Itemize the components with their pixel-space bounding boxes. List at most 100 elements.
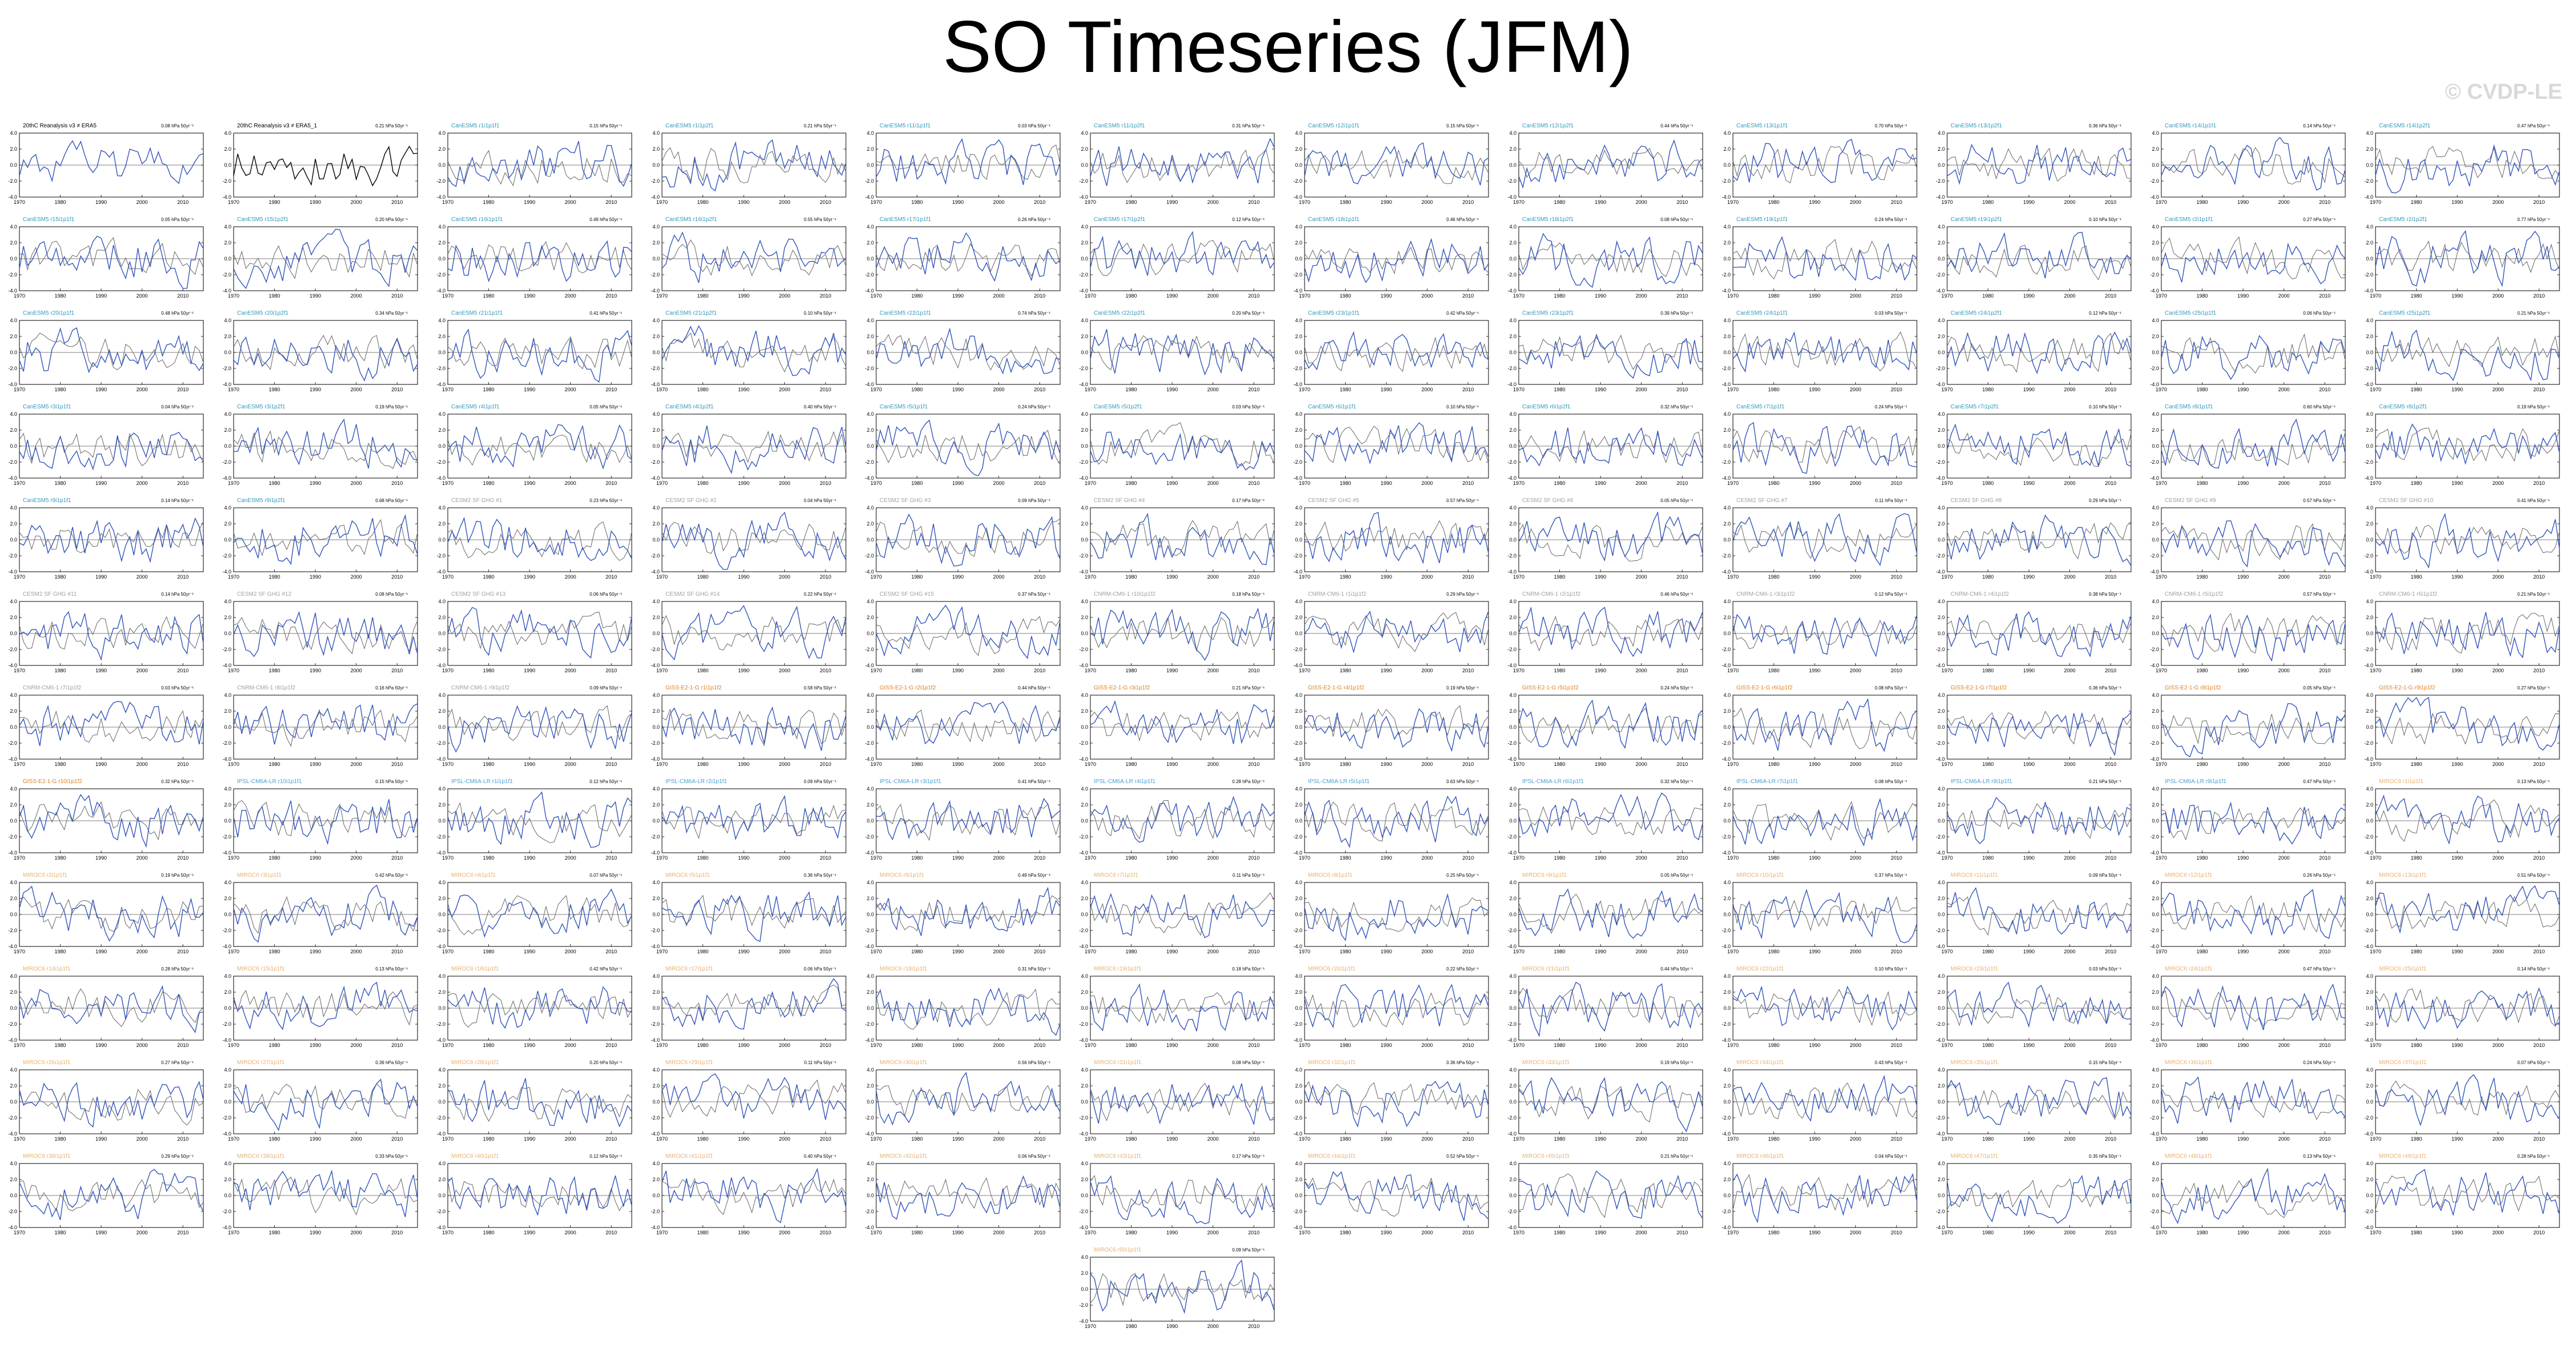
reference-series-line	[1947, 244, 2132, 280]
simulation-series-line	[1090, 1083, 1275, 1125]
simulation-series-line	[1090, 893, 1275, 938]
timeseries-panel: CanESM5 r14i1p1f1 0.14 hPa 50yr⁻¹ 4.0 2.0 0.…	[2142, 123, 2356, 211]
panel-trend-label: 0.49 hPa 50yr⁻¹	[1018, 873, 1050, 878]
simulation-series-line	[876, 604, 1061, 659]
x-tick-label: 1970	[2370, 668, 2381, 673]
timeseries-panel: CESM2 SF GHG #9 0.57 hPa 50yr⁻¹ 4.0 2.0 0.0-…	[2142, 498, 2356, 586]
x-tick-label: 1990	[1809, 387, 1820, 392]
panel-title: CanESM5 r22i1p1f1	[880, 310, 932, 316]
x-tick-label: 1990	[738, 199, 749, 205]
x-tick-label: 2000	[137, 1136, 148, 1142]
y-tick-label: 0.0	[2366, 443, 2373, 449]
y-tick-label: -2.0	[1079, 740, 1088, 746]
y-tick-label: -2.0	[222, 272, 231, 278]
y-tick-label: 0.0	[652, 256, 660, 262]
panel-trend-label: 0.21 hPa 50yr⁻¹	[1232, 685, 1265, 691]
x-tick-label: 2010	[605, 387, 617, 392]
timeseries-panel: CNRM-CM6-1 r1i1p1f2 0.29 hPa 50yr⁻¹ 4.0 2.0…	[1285, 591, 1499, 680]
y-tick-label: 0.0	[1295, 1005, 1302, 1011]
y-tick-label: 4.0	[224, 880, 231, 885]
x-tick-label: 2000	[565, 761, 576, 767]
simulation-series-line	[1947, 143, 2132, 185]
timeseries-panel: MIROC6 r39i1p1f1 0.33 hPa 50yr⁻¹ 4.0 2.0 0.0…	[214, 1153, 428, 1242]
y-tick-label: 2.0	[1295, 334, 1302, 339]
simulation-series-line	[1947, 886, 2132, 935]
simulation-series-line	[1947, 1175, 2132, 1224]
timeseries-panel: MIROC6 r11i1p1f1 0.09 hPa 50yr⁻¹ 4.0 2.0 0.0…	[1928, 872, 2142, 961]
reference-series-line	[661, 615, 846, 651]
y-tick-label: 2.0	[1937, 989, 1945, 995]
x-tick-label: 1990	[738, 480, 749, 486]
timeseries-panel: MIROC6 r9i1p1f1 0.05 hPa 50yr⁻¹ 4.0 2.0 0.0-…	[1499, 872, 1714, 961]
x-tick-label: 1990	[1595, 761, 1606, 767]
timeseries-panel: CanESM5 r2i1p2f1 0.77 hPa 50yr⁻¹ 4.0 2.0 0.0…	[2356, 216, 2570, 305]
y-tick-label: 4.0	[1509, 599, 1516, 604]
x-tick-label: 2000	[779, 387, 791, 392]
timeseries-panel: CanESM5 r19i1p1f1 0.24 hPa 50yr⁻¹ 4.0 2.0 0.…	[1714, 216, 1928, 305]
x-tick-label: 1990	[2237, 949, 2249, 954]
y-tick-label: 4.0	[652, 880, 660, 885]
x-tick-label: 1990	[95, 574, 107, 580]
y-tick-label: -4.0	[222, 1225, 231, 1230]
x-tick-label: 2000	[1850, 1230, 1861, 1235]
x-tick-label: 2010	[2319, 574, 2330, 580]
x-tick-label: 1980	[2197, 1230, 2208, 1235]
y-tick-label: -4.0	[222, 1131, 231, 1137]
y-tick-label: -4.0	[1079, 194, 1088, 200]
panel-title: MIROC6 r43i1p1f1	[1094, 1153, 1142, 1160]
x-tick-label: 2010	[2319, 855, 2330, 861]
timeseries-panel: GISS-E2-1-G r9i1p1f2 0.27 hPa 50yr⁻¹ 4.0 2.…	[2356, 685, 2570, 773]
y-tick-label: -4.0	[1936, 475, 1945, 481]
x-tick-label: 1980	[2197, 855, 2208, 861]
reference-series-line	[1518, 1173, 1703, 1218]
y-tick-label: -4.0	[222, 850, 231, 856]
x-tick-label: 1980	[2411, 1136, 2422, 1142]
y-tick-label: -2.0	[865, 834, 874, 840]
x-tick-label: 2010	[2533, 480, 2545, 486]
y-tick-label: -4.0	[1079, 850, 1088, 856]
simulation-series-line	[447, 888, 632, 938]
timeseries-panel: IPSL-CM6A-LR r4i1p1f1 0.28 hPa 50yr⁻¹ 4.0 2…	[1071, 779, 1285, 867]
reference-series-line	[1090, 800, 1275, 840]
x-tick-label: 1990	[1166, 293, 1178, 299]
y-tick-label: -2.0	[222, 740, 231, 746]
x-tick-label: 2000	[137, 199, 148, 205]
timeseries-panel: MIROC6 r35i1p1f1 0.15 hPa 50yr⁻¹ 4.0 2.0 0.0…	[1928, 1060, 2142, 1148]
simulation-series-line	[19, 885, 204, 942]
y-tick-label: 4.0	[224, 411, 231, 417]
x-tick-label: 1990	[1381, 293, 1392, 299]
y-tick-label: -2.0	[2364, 834, 2373, 840]
y-tick-label: 0.0	[10, 818, 17, 824]
y-tick-label: -2.0	[1936, 834, 1945, 840]
reference-series-line	[661, 1178, 846, 1215]
x-tick-label: 1970	[1085, 1042, 1096, 1048]
x-tick-label: 1990	[95, 949, 107, 954]
y-tick-label: 2.0	[1509, 896, 1516, 901]
y-tick-label: -2.0	[865, 459, 874, 465]
y-tick-label: -4.0	[1507, 663, 1516, 668]
y-tick-label: 2.0	[1081, 334, 1088, 339]
reference-series-line	[2375, 799, 2560, 842]
y-tick-label: -2.0	[1079, 1021, 1088, 1027]
y-tick-label: 0.0	[1723, 631, 1731, 636]
y-tick-label: -2.0	[1936, 647, 1945, 652]
simulation-series-line	[1304, 893, 1489, 941]
x-tick-label: 2000	[1850, 668, 1861, 673]
reference-series-line	[2161, 990, 2346, 1028]
y-tick-label: 2.0	[866, 1177, 874, 1182]
x-tick-label: 1980	[1768, 1136, 1780, 1142]
x-tick-label: 1990	[1809, 480, 1820, 486]
x-tick-label: 1970	[656, 574, 668, 580]
y-tick-label: 2.0	[1937, 521, 1945, 527]
reference-series-line	[19, 1089, 204, 1126]
x-tick-label: 2000	[351, 949, 362, 954]
x-tick-label: 1970	[1299, 1230, 1310, 1235]
y-tick-label: -2.0	[436, 928, 446, 933]
panel-trend-label: 0.36 hPa 50yr⁻¹	[804, 873, 836, 878]
